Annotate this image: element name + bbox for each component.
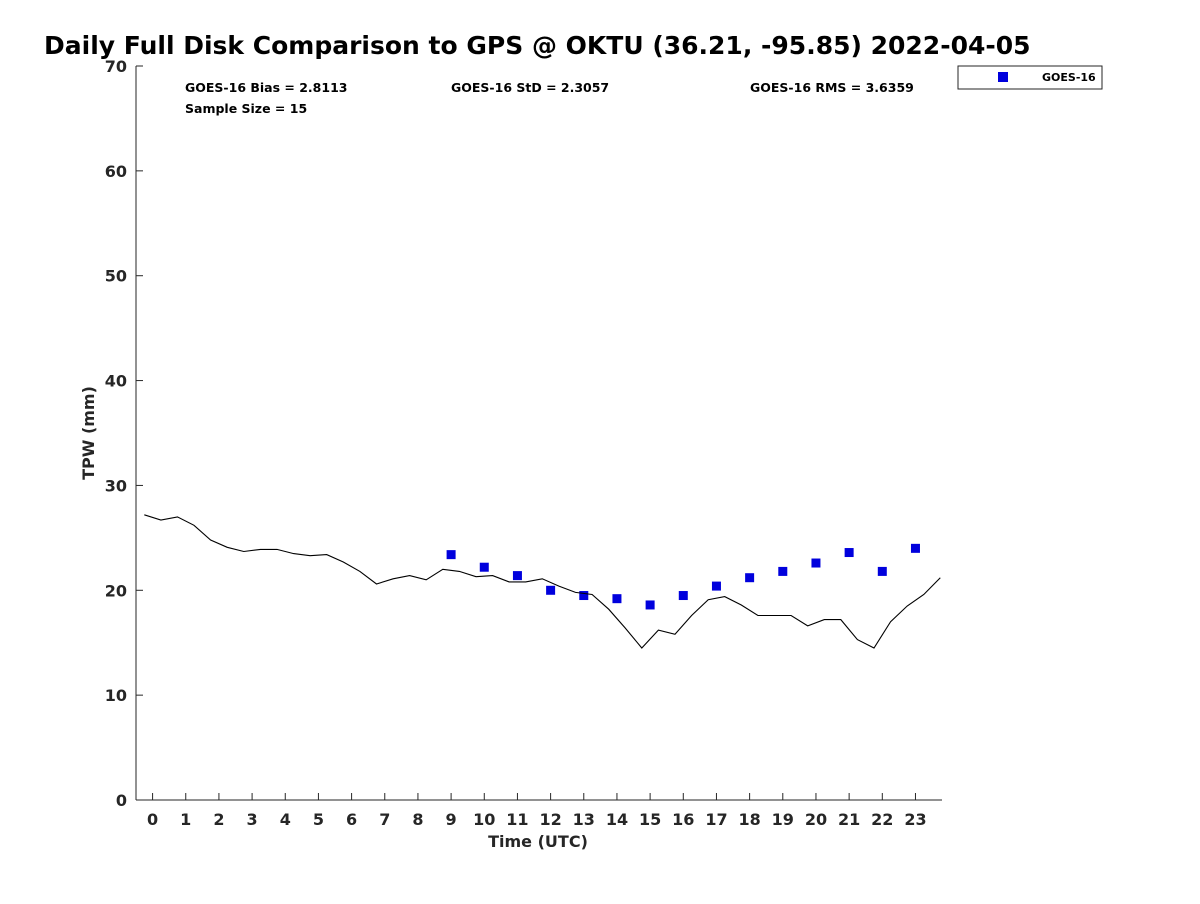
y-tick-label: 0 (116, 791, 127, 810)
x-tick-label: 1 (180, 810, 191, 829)
goes16-point (446, 550, 456, 560)
y-tick-label: 10 (105, 686, 127, 705)
x-tick-label: 16 (672, 810, 694, 829)
goes16-point (711, 581, 721, 591)
x-tick-label: 2 (213, 810, 224, 829)
chart-title: Daily Full Disk Comparison to GPS @ OKTU… (44, 31, 1031, 60)
goes16-point (678, 591, 688, 601)
goes16-point (479, 562, 489, 572)
x-tick-label: 20 (805, 810, 827, 829)
x-tick-label: 6 (346, 810, 357, 829)
y-tick-label: 20 (105, 581, 127, 600)
legend-label: GOES-16 (1042, 71, 1096, 84)
x-tick-label: 19 (772, 810, 794, 829)
goes16-point (546, 585, 556, 595)
x-tick-label: 17 (705, 810, 727, 829)
x-tick-label: 15 (639, 810, 661, 829)
x-tick-label: 8 (412, 810, 423, 829)
x-tick-label: 14 (606, 810, 628, 829)
std-stat: GOES-16 StD = 2.3057 (451, 80, 609, 95)
y-tick-label: 30 (105, 476, 127, 495)
legend-box (957, 65, 1103, 90)
legend-marker (998, 72, 1008, 82)
goes16-point (778, 566, 788, 576)
x-tick-label: 13 (573, 810, 595, 829)
bias-stat: GOES-16 Bias = 2.8113 (185, 80, 347, 95)
legend: GOES-16 (957, 65, 1103, 90)
x-axis-label: Time (UTC) (488, 832, 588, 851)
x-tick-label: 3 (247, 810, 258, 829)
y-ticks: 0 10 20 30 40 50 60 70 (105, 57, 143, 810)
goes16-point (877, 566, 887, 576)
x-tick-label: 5 (313, 810, 324, 829)
reference-line (144, 514, 941, 649)
goes16-point (745, 573, 755, 583)
x-tick-label: 11 (506, 810, 528, 829)
x-tick-label: 12 (539, 810, 561, 829)
x-ticks: 0 1 2 3 4 5 6 7 8 9 10 11 12 13 14 15 16 17 18 19 20 21 22 23 (147, 793, 927, 829)
goes16-point (512, 571, 522, 581)
goes16-point (910, 543, 920, 553)
x-tick-label: 18 (738, 810, 760, 829)
goes16-point (811, 558, 821, 568)
y-tick-label: 60 (105, 162, 127, 181)
y-axis-label: TPW (mm) (79, 386, 98, 480)
x-tick-label: 0 (147, 810, 158, 829)
rms-stat: GOES-16 RMS = 3.6359 (750, 80, 914, 95)
goes16-point (612, 594, 622, 604)
goes16-point (579, 591, 589, 601)
x-tick-label: 21 (838, 810, 860, 829)
x-tick-label: 10 (473, 810, 495, 829)
goes16-point (844, 548, 854, 558)
x-tick-label: 7 (379, 810, 390, 829)
series-layer (144, 514, 941, 649)
y-tick-label: 40 (105, 372, 127, 391)
y-tick-label: 70 (105, 57, 127, 76)
x-tick-label: 9 (446, 810, 457, 829)
x-tick-label: 4 (280, 810, 291, 829)
x-tick-label: 22 (871, 810, 893, 829)
sample-size-stat: Sample Size = 15 (185, 101, 307, 116)
x-tick-label: 23 (904, 810, 926, 829)
y-tick-label: 50 (105, 267, 127, 286)
goes16-point (645, 600, 655, 610)
